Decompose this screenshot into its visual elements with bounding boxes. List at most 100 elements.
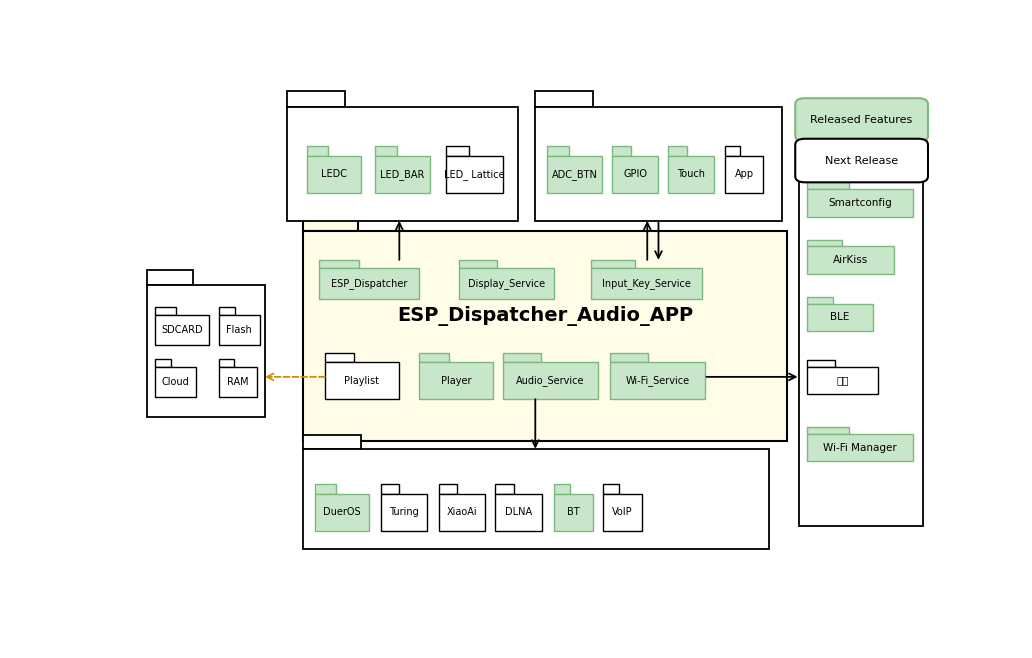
- FancyBboxPatch shape: [325, 362, 398, 399]
- FancyBboxPatch shape: [459, 268, 554, 299]
- FancyBboxPatch shape: [554, 494, 592, 531]
- Text: Flash: Flash: [226, 325, 252, 335]
- FancyBboxPatch shape: [219, 315, 260, 345]
- Text: App: App: [735, 169, 753, 180]
- FancyBboxPatch shape: [807, 190, 913, 216]
- FancyBboxPatch shape: [315, 494, 369, 531]
- FancyBboxPatch shape: [807, 360, 835, 367]
- FancyBboxPatch shape: [604, 484, 618, 494]
- Text: 声波: 声波: [836, 375, 848, 386]
- FancyBboxPatch shape: [799, 139, 857, 153]
- FancyBboxPatch shape: [439, 484, 457, 494]
- FancyBboxPatch shape: [547, 156, 602, 193]
- FancyBboxPatch shape: [446, 156, 504, 193]
- Text: Playlist: Playlist: [345, 376, 379, 386]
- FancyBboxPatch shape: [536, 107, 781, 221]
- FancyBboxPatch shape: [611, 353, 648, 362]
- Text: RAM: RAM: [227, 377, 249, 387]
- FancyBboxPatch shape: [155, 315, 208, 345]
- FancyBboxPatch shape: [807, 297, 834, 304]
- FancyBboxPatch shape: [307, 146, 328, 156]
- Text: LED_ Lattice: LED_ Lattice: [444, 169, 505, 180]
- Text: AirKiss: AirKiss: [833, 255, 868, 265]
- FancyBboxPatch shape: [504, 362, 598, 399]
- FancyBboxPatch shape: [807, 367, 877, 394]
- FancyBboxPatch shape: [796, 139, 928, 182]
- FancyBboxPatch shape: [155, 359, 171, 367]
- Text: BLE: BLE: [831, 313, 849, 322]
- FancyBboxPatch shape: [219, 307, 235, 315]
- Text: DuerOS: DuerOS: [323, 507, 360, 517]
- FancyBboxPatch shape: [807, 240, 842, 247]
- FancyBboxPatch shape: [724, 146, 740, 156]
- FancyBboxPatch shape: [155, 367, 196, 397]
- FancyBboxPatch shape: [668, 146, 686, 156]
- Text: Smartconfig: Smartconfig: [828, 198, 892, 208]
- Text: Player: Player: [441, 376, 472, 386]
- FancyBboxPatch shape: [303, 449, 769, 549]
- FancyBboxPatch shape: [219, 367, 257, 397]
- FancyBboxPatch shape: [307, 156, 361, 193]
- Text: LED_BAR: LED_BAR: [381, 169, 425, 180]
- FancyBboxPatch shape: [381, 484, 399, 494]
- Text: XiaoAi: XiaoAi: [447, 507, 477, 517]
- FancyBboxPatch shape: [504, 353, 541, 362]
- FancyBboxPatch shape: [303, 435, 361, 449]
- Text: Wi-Fi Manager: Wi-Fi Manager: [824, 443, 897, 453]
- Text: Cloud: Cloud: [162, 377, 189, 387]
- FancyBboxPatch shape: [612, 156, 658, 193]
- FancyBboxPatch shape: [807, 182, 849, 190]
- FancyBboxPatch shape: [376, 156, 429, 193]
- FancyBboxPatch shape: [325, 353, 354, 362]
- FancyBboxPatch shape: [604, 494, 642, 531]
- FancyBboxPatch shape: [799, 153, 924, 526]
- FancyBboxPatch shape: [287, 91, 345, 107]
- FancyBboxPatch shape: [219, 359, 234, 367]
- Text: Input_Key_Service: Input_Key_Service: [602, 278, 690, 289]
- Text: DLNA: DLNA: [505, 507, 533, 517]
- FancyBboxPatch shape: [287, 107, 518, 221]
- FancyBboxPatch shape: [807, 304, 873, 331]
- FancyBboxPatch shape: [547, 146, 569, 156]
- Text: ADC_BTN: ADC_BTN: [551, 169, 598, 180]
- FancyBboxPatch shape: [147, 270, 193, 285]
- FancyBboxPatch shape: [668, 156, 714, 193]
- FancyBboxPatch shape: [419, 353, 449, 362]
- FancyBboxPatch shape: [376, 146, 397, 156]
- Text: Wi-Fi_Service: Wi-Fi_Service: [625, 375, 689, 386]
- Text: Next Release: Next Release: [825, 155, 898, 166]
- Text: Display_Service: Display_Service: [467, 278, 545, 289]
- FancyBboxPatch shape: [381, 494, 427, 531]
- Text: VoIP: VoIP: [612, 507, 633, 517]
- FancyBboxPatch shape: [303, 231, 787, 442]
- FancyBboxPatch shape: [147, 285, 265, 417]
- FancyBboxPatch shape: [319, 268, 419, 299]
- FancyBboxPatch shape: [319, 260, 359, 268]
- FancyBboxPatch shape: [807, 247, 894, 274]
- Text: LEDC: LEDC: [321, 169, 347, 180]
- FancyBboxPatch shape: [315, 484, 336, 494]
- FancyBboxPatch shape: [796, 98, 928, 141]
- FancyBboxPatch shape: [536, 91, 592, 107]
- Text: GPIO: GPIO: [623, 169, 647, 180]
- FancyBboxPatch shape: [495, 494, 542, 531]
- FancyBboxPatch shape: [612, 146, 631, 156]
- FancyBboxPatch shape: [459, 260, 497, 268]
- FancyBboxPatch shape: [439, 494, 485, 531]
- Text: ESP_Dispatcher: ESP_Dispatcher: [331, 278, 408, 289]
- FancyBboxPatch shape: [554, 484, 570, 494]
- FancyBboxPatch shape: [419, 362, 493, 399]
- Text: Released Features: Released Features: [810, 115, 912, 125]
- Text: ESP_Dispatcher_Audio_APP: ESP_Dispatcher_Audio_APP: [397, 306, 694, 326]
- FancyBboxPatch shape: [807, 427, 849, 434]
- FancyBboxPatch shape: [446, 146, 469, 156]
- Text: SDCARD: SDCARD: [161, 325, 202, 335]
- FancyBboxPatch shape: [724, 156, 764, 193]
- FancyBboxPatch shape: [155, 307, 176, 315]
- FancyBboxPatch shape: [495, 484, 514, 494]
- FancyBboxPatch shape: [303, 212, 358, 231]
- Text: Turing: Turing: [389, 507, 419, 517]
- FancyBboxPatch shape: [591, 268, 702, 299]
- Text: Audio_Service: Audio_Service: [516, 375, 585, 386]
- FancyBboxPatch shape: [611, 362, 705, 399]
